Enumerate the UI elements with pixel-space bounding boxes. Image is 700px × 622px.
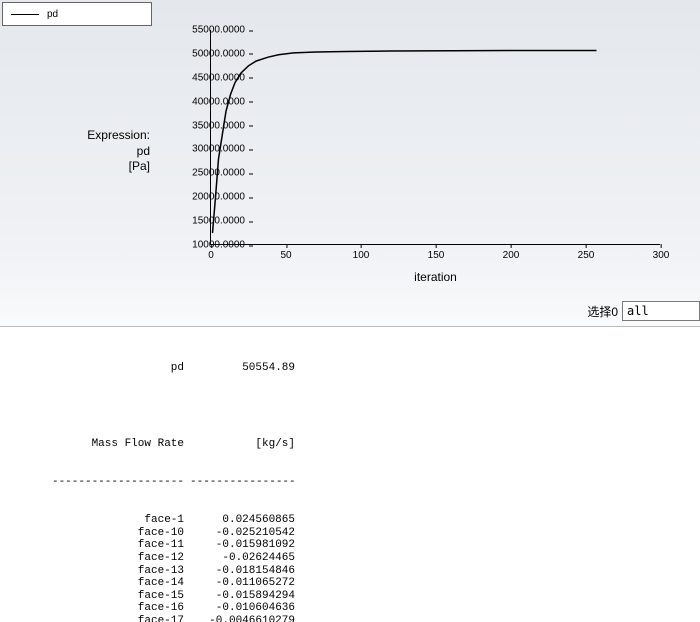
y-axis-title-line3: [Pa] [70, 159, 150, 175]
y-tick-label: 30000.0000 [185, 144, 245, 155]
face-name: face-14 [0, 577, 190, 590]
selector-input[interactable] [622, 301, 700, 321]
y-tick-label: 15000.0000 [185, 216, 245, 227]
mfr-label: Mass Flow Rate [0, 438, 190, 451]
legend-line-sample [11, 14, 39, 15]
convergence-chart: pd Expression: pd [Pa] iteration 0501001… [0, 0, 700, 290]
face-value: 0.024560865 [190, 514, 295, 527]
table-row: face-13-0.018154846 [0, 565, 700, 578]
x-tick-label: 50 [280, 250, 291, 261]
y-tick-label: 20000.0000 [185, 192, 245, 203]
y-tick-label: 55000.0000 [185, 25, 245, 36]
y-tick-label: 10000.0000 [185, 240, 245, 251]
chart-line [211, 30, 661, 245]
face-name: face-10 [0, 527, 190, 540]
table-row: face-10-0.025210542 [0, 527, 700, 540]
table-row: face-11-0.015981092 [0, 539, 700, 552]
face-name: face-17 [0, 615, 190, 622]
dash1b: -------------------- [190, 476, 295, 489]
header-value: 50554.89 [190, 362, 295, 375]
face-name: face-16 [0, 602, 190, 615]
table-row: face-16-0.010604636 [0, 602, 700, 615]
face-name: face-1 [0, 514, 190, 527]
x-tick-label: 150 [428, 250, 445, 261]
mfr-header-row: Mass Flow Rate [kg/s] [0, 438, 700, 451]
y-tick-label: 40000.0000 [185, 96, 245, 107]
face-value: -0.015894294 [190, 590, 295, 603]
x-tick-label: 250 [578, 250, 595, 261]
console-header-row: pd 50554.89 [0, 362, 700, 375]
selector-label: 选择0 [587, 303, 618, 320]
x-tick-label: 100 [353, 250, 370, 261]
face-value: -0.018154846 [190, 565, 295, 578]
x-tick-label: 200 [503, 250, 520, 261]
y-axis-title-line2: pd [70, 144, 150, 160]
face-value: -0.010604636 [190, 602, 295, 615]
blank-row [0, 400, 700, 413]
legend-label: pd [47, 9, 58, 20]
y-axis-title: Expression: pd [Pa] [70, 128, 150, 175]
y-tick-label: 50000.0000 [185, 48, 245, 59]
face-name: face-13 [0, 565, 190, 578]
chart-legend: pd [2, 2, 152, 26]
y-tick-label: 25000.0000 [185, 168, 245, 179]
selector-row: 选择0 [587, 298, 700, 324]
face-value: -0.011065272 [190, 577, 295, 590]
header-name: pd [0, 362, 190, 375]
table-row: face-12-0.02624465 [0, 552, 700, 565]
dash1a: -------------------- [0, 476, 190, 489]
plot-area: iteration 050100150200250300 [210, 30, 660, 245]
dash-row-top: -------------------- -------------------… [0, 476, 700, 489]
table-row: face-10.024560865 [0, 514, 700, 527]
y-tick-label: 45000.0000 [185, 72, 245, 83]
face-name: face-15 [0, 590, 190, 603]
face-value: -0.0046610279 [190, 615, 295, 622]
mfr-unit: [kg/s] [190, 438, 295, 451]
y-tick-label: 35000.0000 [185, 120, 245, 131]
face-value: -0.015981092 [190, 539, 295, 552]
face-value: -0.025210542 [190, 527, 295, 540]
face-name: face-11 [0, 539, 190, 552]
face-name: face-12 [0, 552, 190, 565]
y-axis-title-line1: Expression: [70, 128, 150, 144]
text-console: pd 50554.89 Mass Flow Rate [kg/s] ------… [0, 326, 700, 622]
x-tick-label: 0 [208, 250, 214, 261]
table-row: face-15-0.015894294 [0, 590, 700, 603]
x-axis-title: iteration [414, 270, 457, 284]
face-value: -0.02624465 [190, 552, 295, 565]
table-row: face-14-0.011065272 [0, 577, 700, 590]
table-row: face-17-0.0046610279 [0, 615, 700, 622]
x-tick-label: 300 [653, 250, 670, 261]
